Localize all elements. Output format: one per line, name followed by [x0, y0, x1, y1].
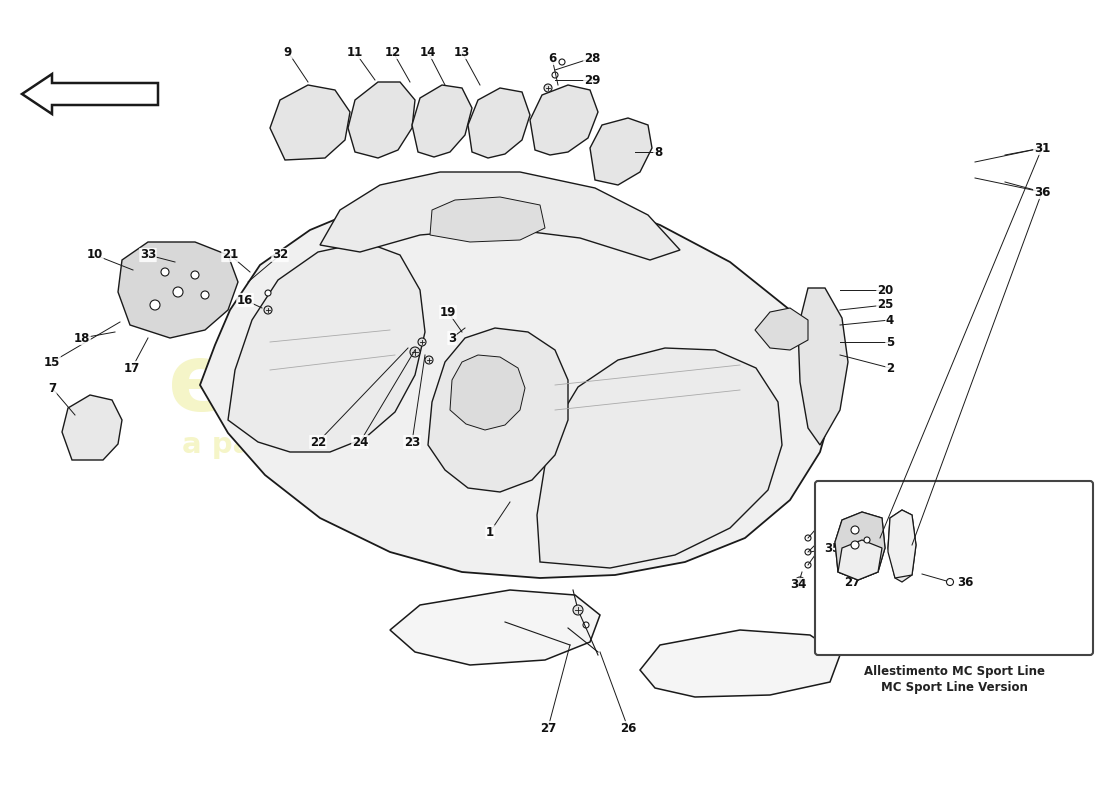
- Circle shape: [851, 526, 859, 534]
- Polygon shape: [835, 512, 886, 580]
- Circle shape: [161, 268, 169, 276]
- Text: 6: 6: [548, 51, 557, 65]
- Circle shape: [805, 535, 811, 541]
- Circle shape: [418, 338, 426, 346]
- Text: 9: 9: [284, 46, 293, 58]
- Text: 33: 33: [140, 249, 156, 262]
- Text: 20: 20: [877, 283, 893, 297]
- Text: 4: 4: [886, 314, 894, 326]
- Text: MC Sport Line Version: MC Sport Line Version: [881, 682, 1027, 694]
- Text: 25: 25: [877, 298, 893, 311]
- Text: 27: 27: [844, 575, 860, 589]
- Polygon shape: [118, 242, 238, 338]
- Polygon shape: [62, 395, 122, 460]
- Text: 32: 32: [272, 249, 288, 262]
- Text: 3: 3: [448, 331, 456, 345]
- Text: 2: 2: [886, 362, 894, 374]
- Text: 35: 35: [824, 542, 840, 554]
- Polygon shape: [412, 85, 472, 157]
- Text: 19: 19: [440, 306, 456, 318]
- Text: 26: 26: [619, 722, 636, 734]
- Text: 12: 12: [385, 46, 402, 58]
- Circle shape: [425, 356, 433, 364]
- Polygon shape: [228, 242, 425, 452]
- Circle shape: [150, 300, 160, 310]
- Circle shape: [805, 549, 811, 555]
- Circle shape: [946, 578, 954, 586]
- Text: 1: 1: [486, 526, 494, 538]
- Text: 36: 36: [1034, 186, 1050, 198]
- Polygon shape: [390, 590, 600, 665]
- Circle shape: [864, 537, 870, 543]
- FancyArrow shape: [22, 74, 158, 114]
- Circle shape: [552, 72, 558, 78]
- Circle shape: [264, 306, 272, 314]
- Text: Allestimento MC Sport Line: Allestimento MC Sport Line: [864, 666, 1045, 678]
- Polygon shape: [530, 85, 598, 155]
- Circle shape: [265, 290, 271, 296]
- Polygon shape: [200, 188, 835, 578]
- Polygon shape: [640, 630, 840, 697]
- Circle shape: [795, 577, 805, 587]
- Polygon shape: [888, 510, 916, 578]
- Circle shape: [173, 287, 183, 297]
- Text: 31: 31: [1034, 142, 1050, 154]
- Polygon shape: [798, 288, 848, 445]
- Text: 29: 29: [584, 74, 601, 86]
- Circle shape: [583, 622, 588, 628]
- Text: 18: 18: [74, 331, 90, 345]
- Polygon shape: [755, 308, 808, 350]
- Text: 27: 27: [540, 722, 557, 734]
- Circle shape: [805, 562, 811, 568]
- Text: a passion for parts since 1985: a passion for parts since 1985: [183, 431, 678, 459]
- Polygon shape: [428, 328, 568, 492]
- Text: eurosport: eurosport: [168, 339, 692, 431]
- Text: 13: 13: [454, 46, 470, 58]
- Polygon shape: [537, 348, 782, 568]
- FancyBboxPatch shape: [815, 481, 1093, 655]
- Text: 21: 21: [222, 249, 238, 262]
- Polygon shape: [888, 510, 916, 582]
- Polygon shape: [348, 82, 415, 158]
- Text: 31: 31: [1034, 142, 1050, 154]
- Circle shape: [410, 347, 420, 357]
- Circle shape: [573, 605, 583, 615]
- Text: 5: 5: [886, 335, 894, 349]
- Text: 34: 34: [790, 578, 806, 591]
- Text: 16: 16: [236, 294, 253, 306]
- Text: 36: 36: [957, 575, 974, 589]
- Polygon shape: [838, 540, 882, 580]
- Text: 8: 8: [653, 146, 662, 158]
- Polygon shape: [835, 512, 886, 580]
- Text: 36: 36: [1034, 186, 1050, 198]
- Text: 15: 15: [44, 355, 60, 369]
- Polygon shape: [590, 118, 652, 185]
- Polygon shape: [468, 88, 530, 158]
- Text: 14: 14: [420, 46, 437, 58]
- Text: 17: 17: [124, 362, 140, 374]
- Text: 10: 10: [87, 249, 103, 262]
- Circle shape: [191, 271, 199, 279]
- Text: 24: 24: [352, 435, 368, 449]
- Circle shape: [851, 541, 859, 549]
- Text: 28: 28: [584, 51, 601, 65]
- Polygon shape: [320, 172, 680, 260]
- Circle shape: [201, 291, 209, 299]
- Circle shape: [544, 84, 552, 92]
- Polygon shape: [270, 85, 350, 160]
- Text: 22: 22: [310, 435, 326, 449]
- Polygon shape: [430, 197, 544, 242]
- Text: 7: 7: [48, 382, 56, 394]
- Polygon shape: [450, 355, 525, 430]
- Circle shape: [559, 59, 565, 65]
- Text: 11: 11: [346, 46, 363, 58]
- Text: 23: 23: [404, 435, 420, 449]
